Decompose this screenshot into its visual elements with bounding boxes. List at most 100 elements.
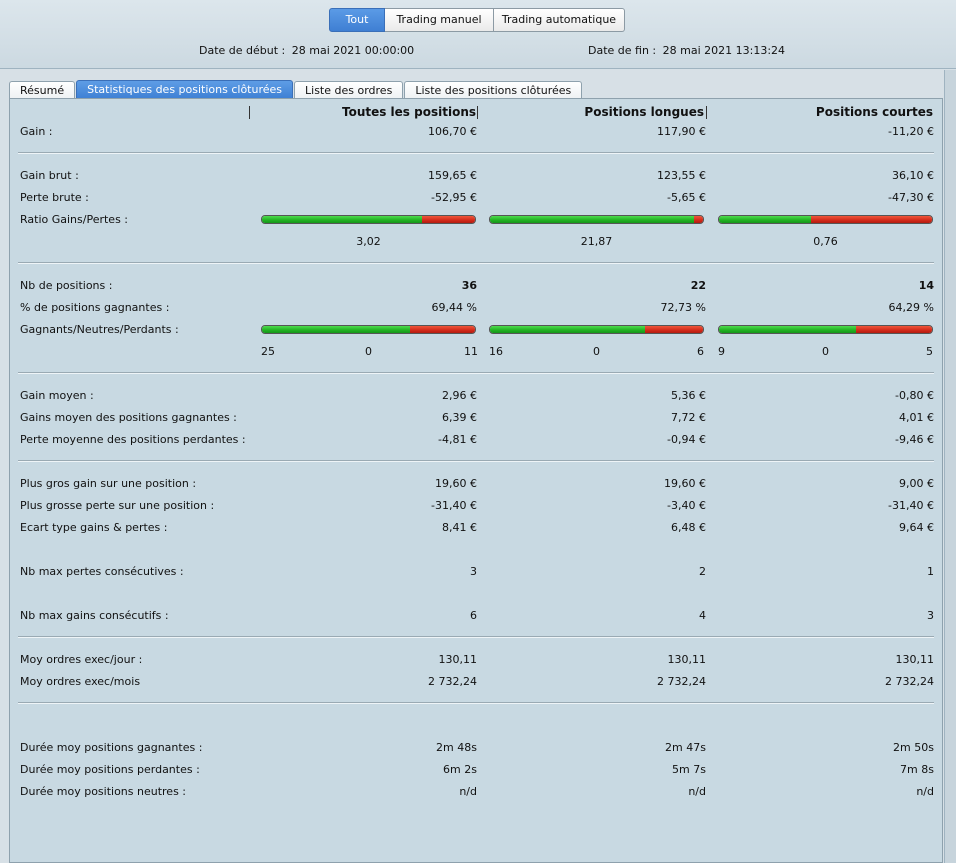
value-long: 6,48 € [671,521,706,534]
divider [18,152,934,154]
wnl-bar-long [489,325,704,334]
bar-loss-segment [855,326,932,333]
divider [18,702,934,704]
value-short: -31,40 € [888,499,934,512]
row-label: Moy ordres exec/mois [20,675,141,688]
tab-bar: Résumé Statistiques des positions clôtur… [9,80,583,99]
value-short: 2 732,24 [885,675,934,688]
row-label: Perte moyenne des positions perdantes : [20,433,246,446]
value-all: -31,40 € [431,499,477,512]
value-all: 2,96 € [442,389,477,402]
row-label: Nb max gains consécutifs : [20,609,169,622]
value-long: -0,94 € [667,433,706,446]
end-date: Date de fin : 28 mai 2021 13:13:24 [588,44,785,57]
ratio-bar-long [489,215,704,224]
row-label: Gagnants/Neutres/Perdants : [20,323,179,336]
start-date: Date de début : 28 mai 2021 00:00:00 [199,44,414,57]
row-label: Nb max pertes consécutives : [20,565,184,578]
value-long: -5,65 € [667,191,706,204]
start-date-value: 28 mai 2021 00:00:00 [291,44,415,57]
wnl-bar-all [261,325,476,334]
value-short: -9,46 € [895,433,934,446]
value-short: 130,11 [895,653,935,666]
value-long: 2m 47s [665,741,706,754]
value-short: 64,29 % [888,301,934,314]
value-long: 123,55 € [657,169,706,182]
tab-closed-positions-list[interactable]: Liste des positions clôturées [404,81,583,99]
divider [18,460,934,462]
row-label: Plus grosse perte sur une position : [20,499,215,512]
bar-gain-segment [262,216,422,223]
divider [18,372,934,374]
tab-orders-list[interactable]: Liste des ordres [294,81,404,99]
value-short: 2m 50s [893,741,934,754]
mode-auto-button[interactable]: Trading automatique [494,8,625,32]
value-short: -0,80 € [895,389,934,402]
losers-count-all: 11 [464,345,478,358]
bar-loss-segment [811,216,932,223]
row-label: Gain brut : [20,169,79,182]
value-all: n/d [459,785,477,798]
bar-loss-segment [409,326,475,333]
value-all: -4,81 € [438,433,477,446]
bar-loss-segment [644,326,703,333]
tab-resume[interactable]: Résumé [9,81,76,99]
value-short: n/d [916,785,934,798]
value-long: 130,11 [667,653,707,666]
divider [18,636,934,638]
value-long: -3,40 € [667,499,706,512]
value-long: 5,36 € [671,389,706,402]
row-label: % de positions gagnantes : [20,301,170,314]
stats-panel: Toutes les positions Positions longues P… [9,98,943,863]
value-short: 4,01 € [899,411,934,424]
value-short: 3 [927,609,934,622]
column-divider [706,106,707,119]
column-divider [477,106,478,119]
value-short: -11,20 € [888,125,934,138]
row-label: Gain moyen : [20,389,94,402]
mode-manual-button[interactable]: Trading manuel [385,8,494,32]
ratio-value-short: 0,76 [813,235,838,248]
value-short: 9,64 € [899,521,934,534]
value-short: 36,10 € [892,169,934,182]
end-date-label: Date de fin : [588,44,657,57]
row-label: Gains moyen des positions gagnantes : [20,411,237,424]
value-long: 72,73 % [660,301,706,314]
bar-win-segment [262,326,410,333]
divider [18,262,934,264]
start-date-label: Date de début : [199,44,286,57]
value-all: 130,11 [438,653,478,666]
bar-loss-segment [693,216,703,223]
bar-win-segment [490,326,645,333]
row-label: Ecart type gains & pertes : [20,521,168,534]
value-long: 5m 7s [672,763,706,776]
value-short: 7m 8s [900,763,934,776]
winners-count-all: 25 [261,345,275,358]
value-all: 2m 48s [436,741,477,754]
bar-win-segment [719,326,856,333]
winners-count-short: 9 [718,345,725,358]
value-long: 19,60 € [664,477,706,490]
value-all: 69,44 % [431,301,477,314]
value-long: 117,90 € [657,125,706,138]
value-all: 8,41 € [442,521,477,534]
bar-loss-segment [421,216,475,223]
value-short: -47,30 € [888,191,934,204]
value-all: 36 [461,279,477,292]
value-all: 159,65 € [428,169,477,182]
neutral-count-long: 0 [593,345,600,358]
neutral-count-short: 0 [822,345,829,358]
mode-all-button[interactable]: Tout [329,8,385,32]
value-all: 106,70 € [428,125,477,138]
ratio-bar-all [261,215,476,224]
row-label: Gain : [20,125,53,138]
value-long: 7,72 € [671,411,706,424]
losers-count-short: 5 [926,345,933,358]
tab-closed-positions-stats[interactable]: Statistiques des positions clôturées [76,80,294,99]
ratio-value-all: 3,02 [356,235,381,248]
top-toolbar: Tout Trading manuel Trading automatique … [0,0,956,69]
value-all: 6,39 € [442,411,477,424]
row-label: Durée moy positions gagnantes : [20,741,203,754]
row-label: Moy ordres exec/jour : [20,653,143,666]
value-long: 2 [699,565,706,578]
